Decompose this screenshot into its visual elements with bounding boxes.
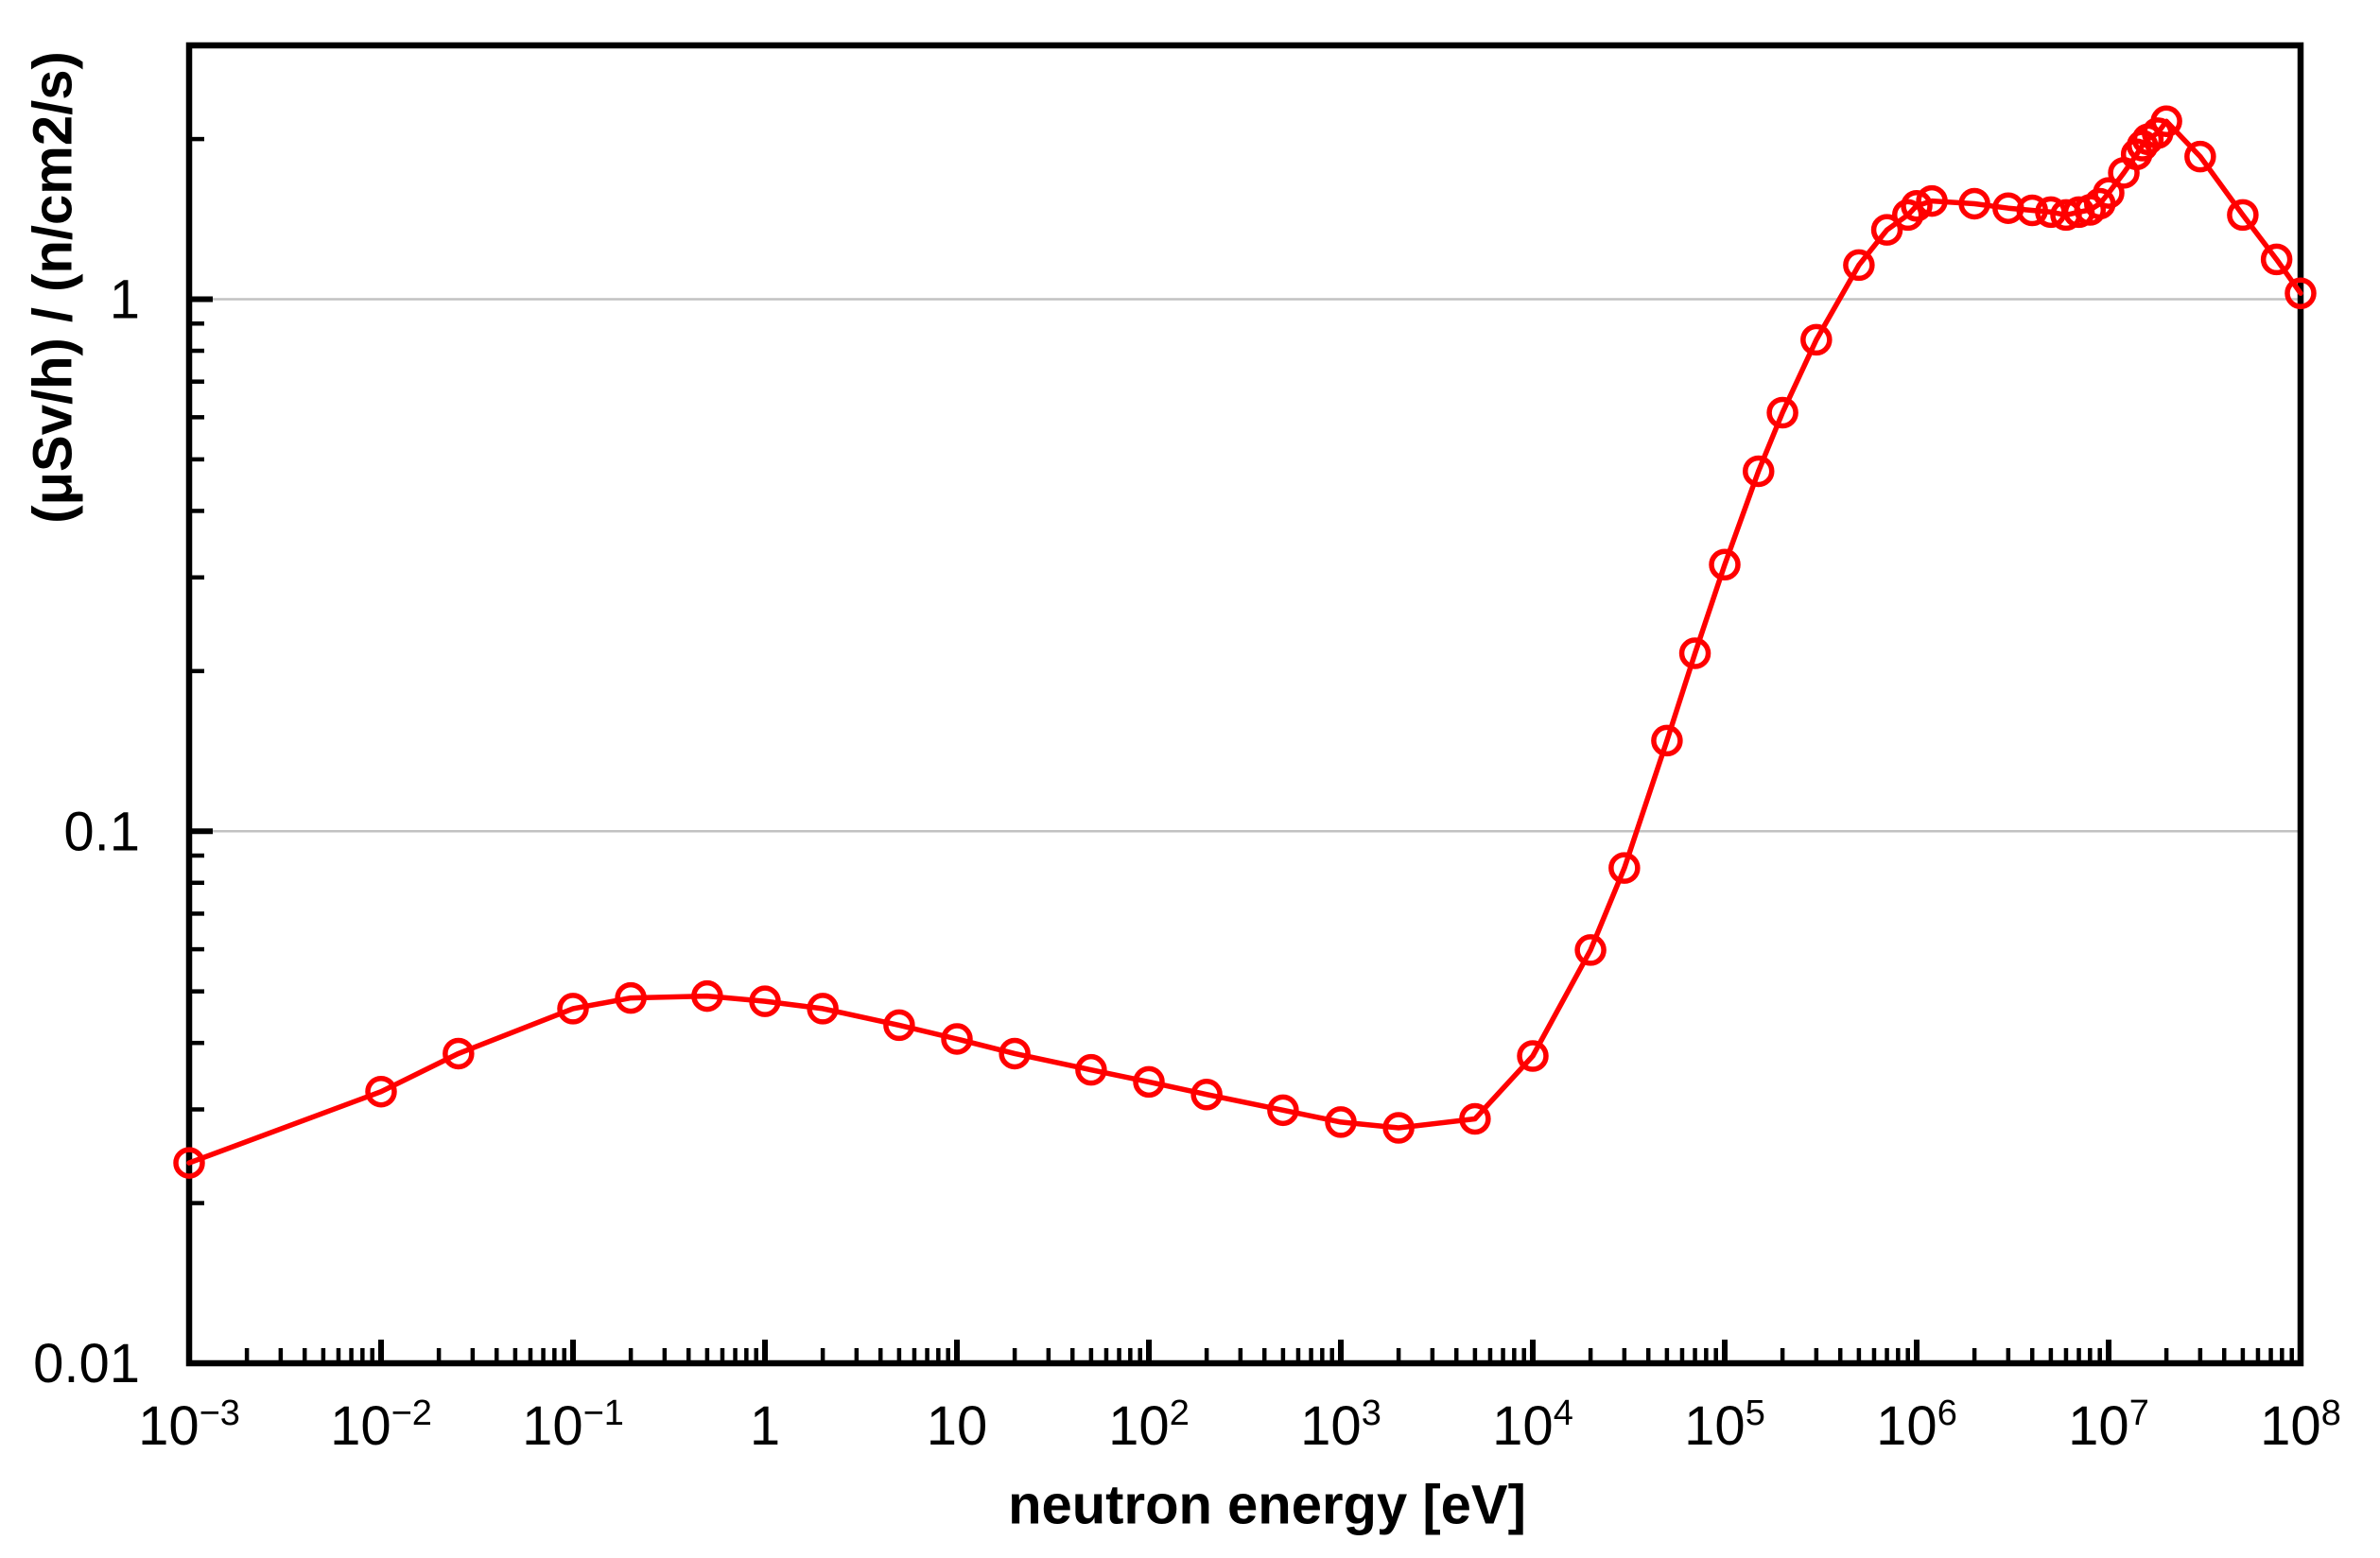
data-point: [1651, 724, 1683, 757]
data-point: [1325, 1106, 1357, 1138]
data-point: [443, 1037, 475, 1070]
x-tick-label: 107: [2068, 1394, 2149, 1457]
x-tick-label: 10−1: [522, 1394, 624, 1457]
data-point: [1608, 852, 1641, 884]
data-point: [1075, 1053, 1107, 1086]
y-tick-label: 0.01: [33, 1333, 140, 1394]
x-axis-title: neutron energy [eV]: [1008, 1474, 1526, 1536]
data-point: [1267, 1094, 1299, 1127]
data-point: [1742, 455, 1775, 488]
data-point: [2093, 177, 2125, 209]
data-point: [883, 1009, 915, 1042]
data-point: [999, 1037, 1031, 1070]
data-point: [1709, 548, 1741, 581]
data-point: [1958, 187, 1990, 220]
data-point: [1678, 637, 1711, 669]
data-point: [1916, 184, 1948, 217]
x-tick-label: 105: [1684, 1394, 1765, 1457]
data-point: [1901, 189, 1933, 222]
x-tick-label: 108: [2260, 1394, 2341, 1457]
data-point: [691, 979, 723, 1013]
data-point: [1800, 323, 1833, 356]
data-point: [807, 993, 839, 1025]
y-axis-title: (μSv/h) / (n/cm2/s): [22, 51, 84, 524]
x-tick-label: 102: [1108, 1394, 1190, 1457]
x-tick-label: 104: [1492, 1394, 1573, 1457]
data-point: [2016, 194, 2048, 227]
data-point: [1133, 1065, 1165, 1099]
data-point: [2284, 277, 2317, 309]
data-point: [1517, 1040, 1549, 1072]
data-point: [2260, 243, 2293, 276]
data-point: [1574, 934, 1607, 966]
data-point: [1766, 396, 1798, 429]
data-point: [1870, 214, 1903, 246]
data-point: [2150, 105, 2182, 138]
data-point: [365, 1075, 397, 1108]
y-tick-label: 0.1: [63, 801, 140, 862]
x-tick-label: 106: [1876, 1394, 1957, 1457]
data-point: [1891, 199, 1924, 232]
data-point: [1843, 249, 1875, 282]
x-tick-label: 10−2: [330, 1394, 432, 1457]
data-point: [1382, 1112, 1415, 1144]
data-point: [615, 981, 647, 1014]
data-point: [557, 993, 589, 1025]
plot-frame: [185, 42, 2304, 1367]
x-tick-label: 10: [927, 1395, 988, 1457]
data-point: [749, 985, 781, 1017]
x-tick-label: 1: [750, 1395, 780, 1457]
data-point: [1459, 1102, 1491, 1135]
x-tick-label: 103: [1300, 1394, 1381, 1457]
data-point: [941, 1023, 973, 1055]
data-line: [186, 118, 2303, 1166]
y-tick-label: 1: [110, 269, 140, 331]
data-point: [2184, 140, 2216, 173]
data-point: [1190, 1078, 1223, 1111]
data-point: [2227, 199, 2259, 232]
x-tick-label: 10−3: [138, 1394, 240, 1457]
data-point: [173, 1147, 205, 1179]
